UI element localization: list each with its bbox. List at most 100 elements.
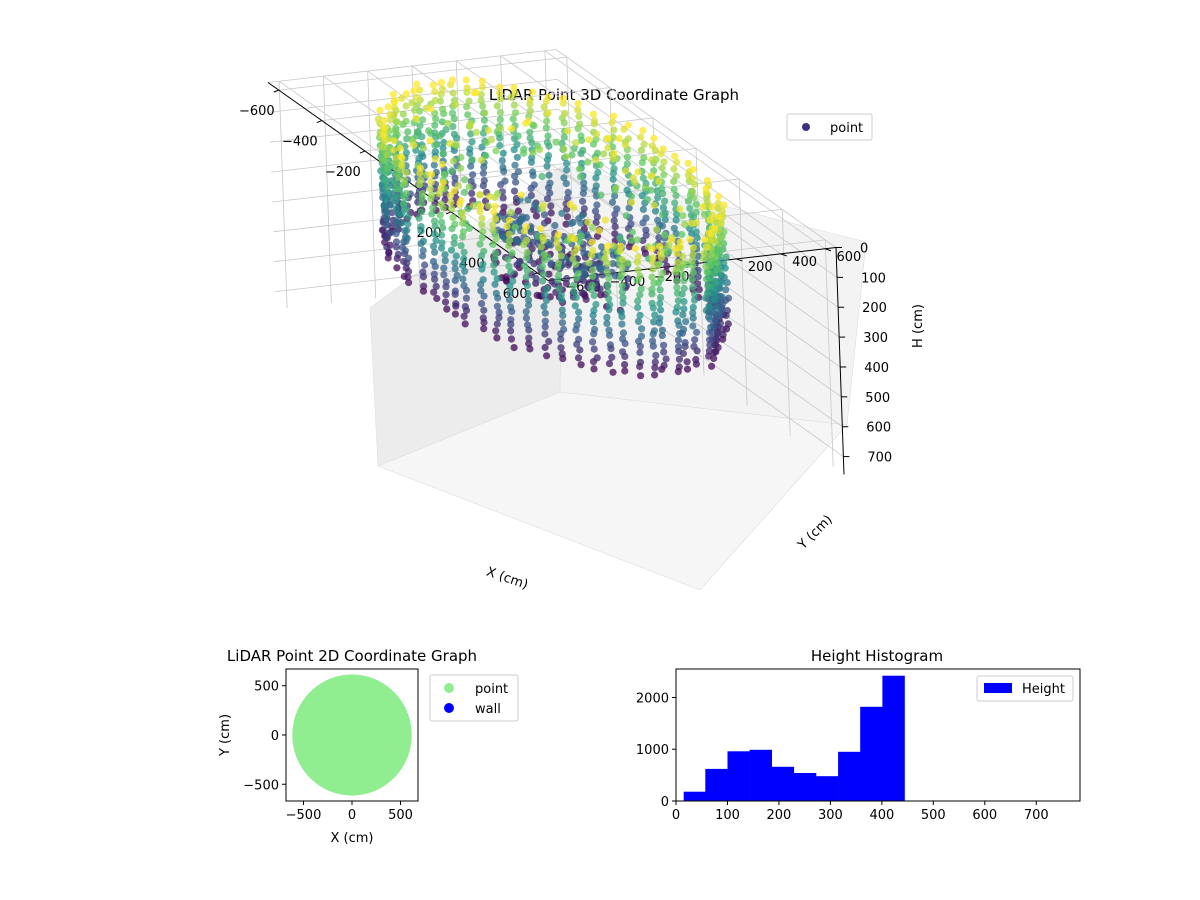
point-3d — [493, 320, 501, 328]
point-3d — [391, 178, 399, 187]
point-3d — [670, 224, 678, 232]
point-2d — [404, 728, 412, 736]
grid-line-back-wall — [555, 49, 837, 248]
point-3d — [615, 134, 623, 143]
point-3d — [543, 117, 551, 125]
point-3d — [678, 230, 686, 239]
point-3d — [597, 265, 605, 273]
grid-line-back-wall — [557, 108, 839, 308]
point-3d — [641, 184, 650, 192]
point-3d — [472, 128, 480, 136]
point-3d — [433, 294, 441, 303]
point-3d — [705, 329, 714, 337]
point-3d — [706, 256, 714, 264]
point-3d — [619, 348, 627, 356]
point-3d — [611, 210, 619, 218]
point-3d — [451, 259, 459, 267]
point-3d — [584, 158, 592, 166]
point-3d — [660, 341, 668, 349]
point-3d — [590, 345, 598, 353]
point-3d — [461, 320, 469, 328]
point-3d — [577, 219, 585, 227]
point-3d — [681, 220, 689, 228]
point-3d — [499, 149, 507, 157]
point-3d — [525, 296, 533, 304]
point-3d — [481, 109, 489, 117]
point-3d — [447, 246, 456, 254]
point-3d — [559, 94, 567, 102]
point-3d — [718, 293, 726, 301]
point-3d — [691, 336, 699, 344]
point-3d — [491, 193, 499, 201]
point-3d — [684, 197, 693, 205]
point-3d — [496, 115, 504, 124]
point-3d — [593, 201, 601, 209]
point-3d — [478, 83, 487, 91]
point-3d — [546, 179, 554, 187]
point-3d — [570, 235, 579, 243]
point-3d — [383, 215, 391, 223]
y-axis-label-2d: Y (cm) — [218, 714, 233, 757]
point-3d — [589, 246, 597, 254]
point-3d — [449, 157, 458, 165]
x-tick-3d — [316, 120, 323, 124]
point-3d — [700, 210, 709, 218]
point-3d — [537, 243, 545, 251]
point-3d — [593, 232, 602, 240]
point-3d — [716, 234, 725, 242]
point-3d — [662, 355, 670, 363]
point-3d — [506, 282, 514, 290]
point-3d — [507, 316, 515, 324]
point-3d — [639, 236, 647, 245]
point-3d — [579, 146, 587, 154]
point-3d — [417, 176, 425, 184]
point-3d — [438, 118, 446, 126]
point-3d — [391, 127, 399, 135]
point-3d — [597, 191, 605, 199]
x-tick-label-histogram: 700 — [1024, 808, 1049, 823]
chart-2d-scatter: LiDAR Point 2D Coordinate Graph −500−500… — [218, 647, 519, 846]
point-3d — [493, 275, 501, 283]
point-3d — [539, 277, 547, 285]
point-3d — [668, 236, 676, 244]
point-3d — [461, 303, 469, 311]
point-3d — [572, 293, 580, 302]
point-3d — [540, 103, 548, 111]
point-3d — [539, 270, 548, 278]
point-3d — [530, 122, 538, 130]
point-3d — [523, 254, 531, 262]
point-3d — [670, 165, 678, 173]
point-3d — [577, 361, 585, 369]
point-3d — [715, 192, 723, 201]
point-3d — [680, 305, 688, 313]
point-3d — [426, 185, 434, 193]
point-3d — [603, 319, 611, 327]
point-3d — [405, 279, 413, 287]
point-3d — [679, 270, 687, 279]
point-3d — [702, 262, 710, 270]
point-3d — [688, 187, 697, 195]
point-3d — [613, 205, 621, 213]
point-3d — [545, 337, 553, 346]
chart-3d-scatter: LiDAR Point 3D Coordinate Graph −600 −400… — [239, 49, 926, 593]
point-3d — [592, 300, 600, 309]
point-3d — [390, 146, 398, 154]
point-3d — [633, 236, 641, 244]
point-3d — [621, 141, 629, 149]
point-3d — [557, 335, 565, 343]
histogram-bars — [683, 675, 905, 801]
point-3d — [505, 242, 513, 250]
y-tick-label-3d: 400 — [792, 255, 817, 270]
point-3d — [589, 272, 597, 280]
point-3d — [649, 265, 657, 273]
axes-frame-histogram — [675, 668, 1081, 802]
point-3d — [722, 253, 730, 261]
y-tick-3d — [780, 253, 787, 257]
point-3d — [572, 139, 580, 147]
point-3d — [596, 161, 604, 169]
point-3d — [480, 325, 488, 333]
point-3d — [446, 139, 454, 148]
point-3d — [493, 302, 501, 310]
point-3d — [539, 233, 547, 241]
point-3d — [674, 258, 682, 266]
